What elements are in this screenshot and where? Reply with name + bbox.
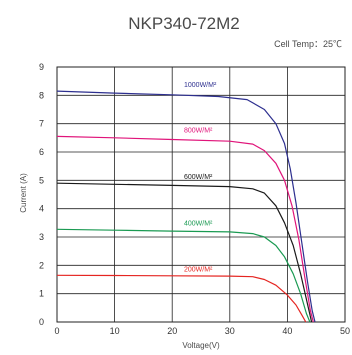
plot-area: 0 10 20 30 40 50 0 1 2 3 4 5 6 7 8 9 1000W/M² 800W/M² 600W…: [39, 62, 350, 336]
chart-title: NKP340-72M2: [128, 14, 240, 33]
x-tick-label: 40: [282, 326, 292, 336]
series-label: 400W/M²: [184, 220, 213, 227]
y-tick-label: 1: [39, 289, 44, 299]
y-tick-label: 3: [39, 232, 44, 242]
y-tick-label: 7: [39, 119, 44, 129]
series-label: 1000W/M²: [184, 82, 217, 89]
series-line: [56, 228, 311, 323]
x-tick-label: 10: [110, 326, 120, 336]
x-tick-label: 50: [340, 326, 350, 336]
y-tick-label: 2: [39, 260, 44, 270]
series-line: [56, 274, 307, 323]
series-line: [56, 90, 316, 323]
y-tick-label: 9: [39, 62, 44, 72]
y-axis-label: Current (A): [19, 173, 28, 213]
series-label: 800W/M²: [184, 127, 213, 134]
x-axis-label: Voltage(V): [182, 341, 220, 350]
y-tick-label: 8: [39, 90, 44, 100]
y-tick-label: 0: [39, 317, 44, 327]
x-tick-label: 30: [225, 326, 235, 336]
series-label: 200W/M²: [184, 266, 213, 273]
chart-subtitle: Cell Temp：25℃: [274, 39, 342, 49]
y-tick-label: 4: [39, 204, 44, 214]
y-tick-label: 5: [39, 175, 44, 185]
x-tick-label: 0: [54, 326, 59, 336]
series-label: 600W/M²: [184, 174, 213, 181]
series-line: [56, 182, 313, 323]
x-tick-label: 20: [167, 326, 177, 336]
series-line: [56, 135, 314, 323]
y-tick-label: 6: [39, 147, 44, 157]
plot-frame: [56, 66, 346, 323]
